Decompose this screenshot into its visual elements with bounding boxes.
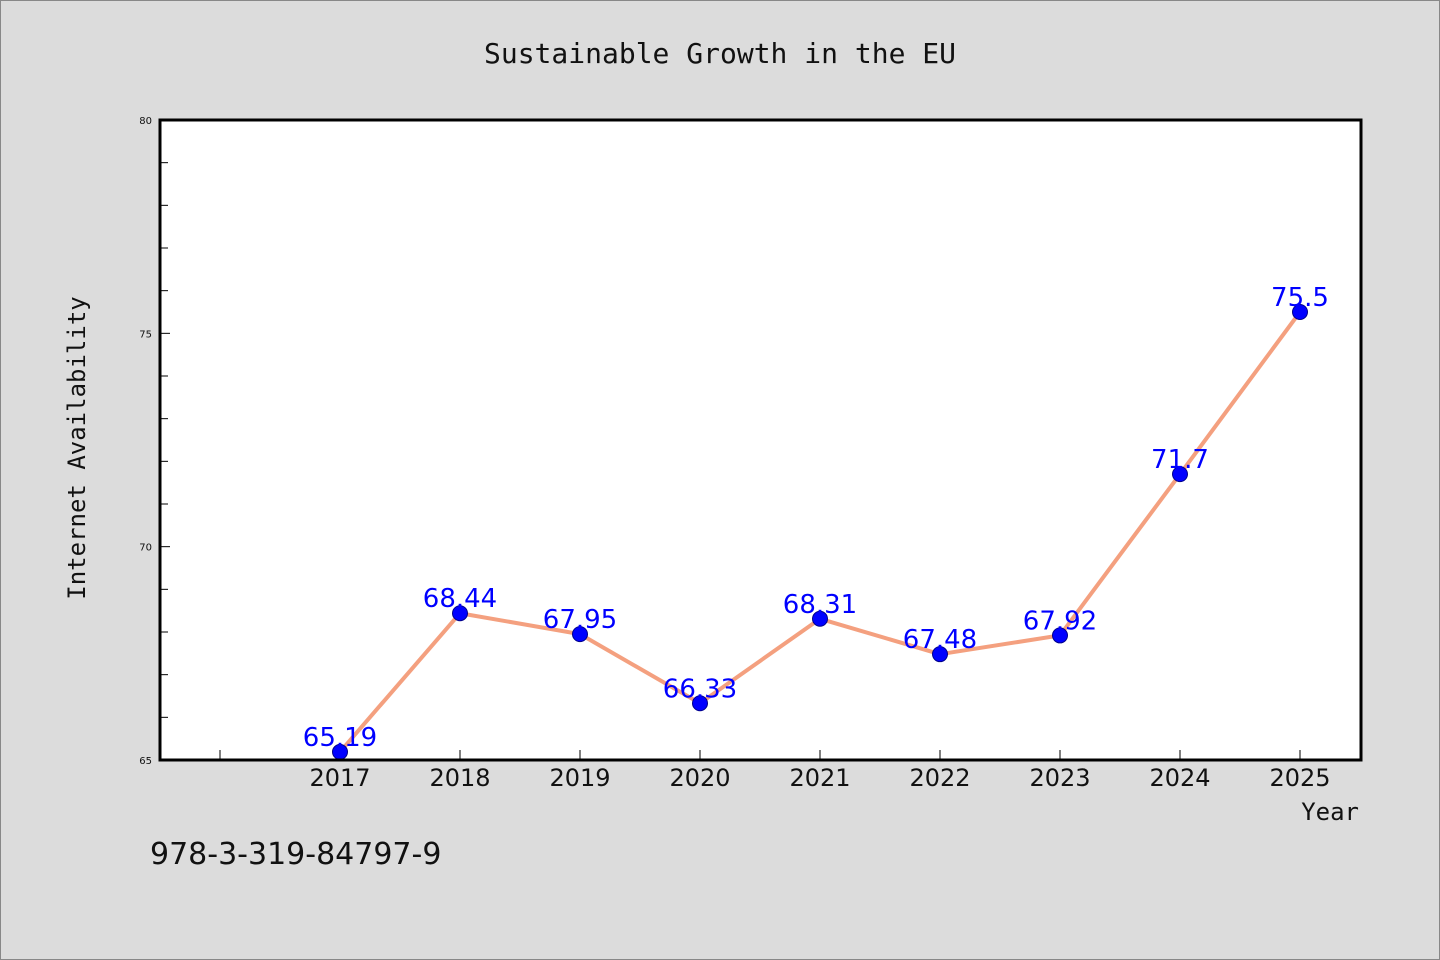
data-point-marker: [452, 605, 468, 622]
data-value-label: 65.19: [303, 723, 377, 753]
plot-area: [160, 120, 1361, 760]
data-value-label: 67.95: [543, 605, 617, 635]
x-tick-label: 2025: [1269, 764, 1330, 792]
y-tick-label: 75: [139, 329, 152, 340]
data-value-label: 75.5: [1271, 283, 1329, 313]
x-tick-label: 2019: [549, 764, 610, 792]
data-point-marker: [572, 626, 588, 643]
y-tick-label: 70: [139, 543, 152, 554]
y-tick-label: 80: [139, 116, 152, 127]
y-tick-label: 65: [139, 756, 152, 767]
data-point-marker: [812, 610, 828, 627]
data-point-marker: [692, 695, 708, 712]
data-labels: 65.19 68.44 67.95 66.33 68.31 67.48 67.92 71.7 7…: [303, 283, 1329, 753]
data-value-label: 66.33: [663, 674, 737, 704]
x-axis-ticks: 2017 2018 2019 2020 2021 2022 2023 2024 2025: [219, 750, 1331, 792]
plot-frame: [158, 118, 1363, 762]
data-value-label: 68.31: [783, 590, 857, 620]
data-point-marker: [1052, 627, 1068, 644]
x-tick-label: 2017: [309, 764, 370, 792]
x-axis-label: Year: [1301, 798, 1359, 826]
footnote-text: 978-3-319-84797-9: [150, 837, 441, 872]
x-tick-label: 2022: [909, 764, 970, 792]
data-point-marker: [1292, 304, 1308, 320]
data-value-label: 68.44: [423, 584, 497, 614]
x-tick-label: 2021: [789, 764, 850, 792]
x-tick-label: 2024: [1149, 764, 1210, 792]
data-value-label: 67.92: [1023, 606, 1097, 636]
y-axis-label: Internet Availability: [63, 296, 91, 599]
data-value-label: 71.7: [1151, 445, 1209, 475]
data-point-marker: [1172, 466, 1188, 483]
data-point-marker: [932, 646, 948, 663]
data-value-label: 67.48: [903, 625, 977, 655]
x-tick-label: 2023: [1029, 764, 1090, 792]
chart-title: Sustainable Growth in the EU: [484, 37, 956, 70]
x-tick-label: 2020: [669, 764, 730, 792]
series-markers: [332, 304, 1308, 760]
x-tick-label: 2018: [429, 764, 490, 792]
